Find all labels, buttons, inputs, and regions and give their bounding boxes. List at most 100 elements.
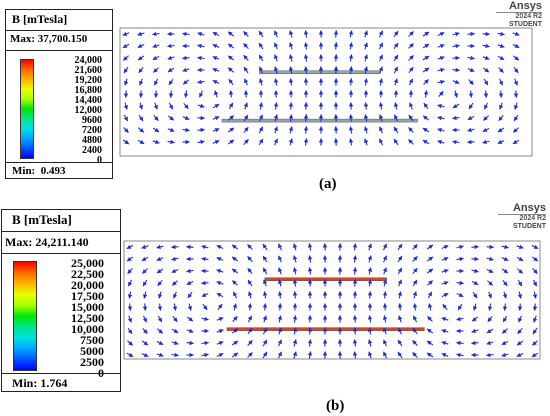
field-vector — [167, 115, 175, 121]
legend-min-value: Min: 1.764 — [12, 376, 68, 390]
field-vector — [227, 127, 235, 133]
field-vector — [171, 256, 179, 262]
field-vector — [293, 255, 298, 263]
field-vector — [422, 55, 430, 61]
field-vector — [382, 255, 387, 263]
field-vector — [172, 280, 178, 286]
field-vector — [502, 315, 508, 323]
field-vector — [228, 78, 234, 86]
colorbar-tick: 24,000 — [74, 55, 103, 66]
field-vector — [273, 138, 278, 146]
field-vector — [517, 268, 523, 274]
field-vector — [247, 352, 253, 358]
field-vector — [171, 328, 179, 334]
field-vector — [393, 102, 399, 110]
field-vector — [292, 291, 298, 299]
field-vector — [363, 114, 369, 122]
region-frame — [119, 27, 533, 157]
field-vector — [408, 114, 414, 122]
field-vector — [497, 55, 505, 61]
field-vector — [197, 32, 205, 37]
field-vector — [167, 139, 175, 145]
field-vector — [171, 340, 179, 345]
field-vector — [168, 90, 174, 98]
field-vector — [482, 55, 490, 60]
field-vector — [216, 317, 224, 322]
field-vector — [531, 256, 539, 262]
field-vector — [484, 102, 489, 110]
field-vector — [408, 139, 414, 145]
software-version: 2024 R2 — [498, 214, 546, 223]
field-vector — [512, 139, 520, 145]
field-vector — [441, 341, 449, 346]
field-vector — [201, 352, 209, 358]
field-vector — [437, 32, 445, 37]
field-vector — [513, 78, 518, 86]
field-vector — [438, 91, 444, 97]
colorbar-tick: 20,000 — [71, 278, 104, 292]
field-vector — [437, 67, 445, 73]
field-vector — [197, 43, 205, 49]
field-vector — [352, 243, 358, 251]
field-vector — [422, 115, 430, 121]
field-vector — [262, 327, 268, 335]
field-vector — [123, 127, 129, 133]
field-vector — [367, 315, 373, 323]
field-vector — [142, 279, 148, 287]
field-vector — [426, 244, 434, 250]
field-vector — [498, 67, 504, 73]
field-vector — [531, 244, 539, 250]
field-vector — [501, 268, 509, 274]
field-vector — [141, 244, 149, 249]
legend-a: B [mTesla] Max: 37,700.150 24,000 21,600… — [5, 9, 113, 179]
field-vector — [273, 126, 278, 134]
colorbar-tick: 12,000 — [74, 105, 103, 116]
field-vector — [307, 267, 313, 275]
field-vector — [412, 267, 418, 275]
field-vector — [452, 139, 460, 145]
field-vector — [486, 328, 494, 334]
field-vector — [123, 114, 129, 122]
field-vector — [127, 303, 133, 311]
field-vector — [352, 351, 358, 359]
field-vector — [501, 244, 509, 250]
field-vector — [393, 138, 399, 146]
field-vector — [171, 244, 179, 250]
field-vector — [212, 140, 220, 145]
field-vector — [352, 315, 358, 323]
field-vector — [427, 291, 433, 299]
field-vector — [412, 352, 418, 358]
field-vector — [517, 327, 523, 335]
field-vector — [167, 67, 175, 73]
field-vector — [247, 315, 253, 323]
field-vector — [441, 317, 449, 322]
field-vector — [487, 315, 493, 323]
field-vector — [397, 351, 403, 359]
field-vector — [126, 256, 134, 262]
legend-title: B [mTesla] — [12, 212, 72, 227]
field-vector — [437, 79, 445, 85]
field-vector — [243, 102, 248, 110]
field-vector — [173, 291, 178, 299]
field-vector — [259, 66, 264, 74]
field-vector — [452, 67, 460, 73]
ansys-logo-text: Ansys — [512, 202, 546, 214]
field-vector — [397, 243, 403, 251]
panel-b: B [mTesla] Max: 24,211.140 25,000 22,500… — [0, 203, 550, 416]
field-vector — [352, 255, 358, 263]
field-vector — [273, 78, 279, 86]
field-vector — [422, 127, 430, 133]
field-vector — [412, 303, 418, 311]
field-vector — [437, 140, 445, 145]
field-vector — [423, 102, 429, 110]
field-vector — [182, 127, 190, 133]
field-vector — [152, 127, 160, 133]
field-vector — [486, 256, 494, 262]
field-vector — [216, 257, 224, 262]
field-vector — [122, 31, 130, 36]
field-vector — [258, 30, 264, 38]
field-vector — [244, 78, 249, 86]
field-vector — [182, 79, 190, 85]
field-vector — [247, 267, 253, 275]
field-vector — [142, 328, 148, 334]
